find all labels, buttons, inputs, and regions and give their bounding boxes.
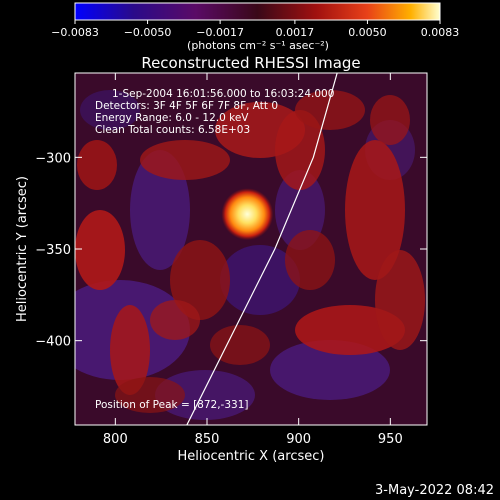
solar-limb-line — [186, 73, 338, 425]
footer-date: 3-May-2022 08:42 — [375, 483, 494, 498]
heatmap-region — [80, 90, 140, 130]
info-line: Clean Total counts: 6.58E+03 — [95, 124, 250, 136]
heatmap-region — [150, 300, 200, 340]
colorbar-tick-label: 0.0017 — [276, 26, 315, 39]
heatmap-region — [370, 95, 410, 145]
y-axis: −300 −350 −400 — [35, 151, 427, 350]
heatmap-region — [270, 340, 390, 400]
info-line: Detectors: 3F 4F 5F 6F 7F 8F, Att 0 — [95, 100, 278, 112]
x-tick-label: 800 — [103, 432, 128, 447]
colorbar: −0.0083 −0.0050 −0.0017 0.0017 0.0050 0.0083 … — [51, 2, 459, 52]
y-tick-label: −350 — [35, 243, 71, 258]
colorbar-ticks: −0.0083 −0.0050 −0.0017 0.0017 0.0050 0.0083 — [51, 20, 459, 39]
flare-peak-source — [221, 188, 274, 241]
heatmap-region — [210, 325, 270, 365]
heatmap-region — [130, 150, 190, 270]
heatmap-region — [140, 140, 230, 180]
heatmap-region — [115, 377, 185, 413]
heatmap-region — [275, 110, 325, 190]
plot-area — [75, 73, 427, 425]
heatmap-region — [275, 170, 325, 250]
y-tick-label: −300 — [35, 151, 71, 166]
info-line: Energy Range: 6.0 - 12.0 keV — [95, 112, 249, 124]
observation-info: 1-Sep-2004 16:01:56.000 to 16:03:24.000D… — [95, 88, 334, 136]
colorbar-tick-label: −0.0017 — [196, 26, 244, 39]
colorbar-units: (photons cm⁻² s⁻¹ asec⁻²) — [187, 39, 329, 52]
heatmap-region — [375, 250, 425, 350]
x-tick-label: 850 — [195, 432, 220, 447]
y-tick-label: −400 — [35, 335, 71, 350]
heatmap-region — [155, 370, 255, 420]
heatmap-region — [285, 230, 335, 290]
x-axis: 800 850 900 950 — [103, 73, 403, 447]
heatmap-region — [110, 305, 150, 395]
colorbar-tick-label: −0.0083 — [51, 26, 99, 39]
heatmap-image — [75, 90, 425, 420]
colorbar-tick-label: 0.0083 — [421, 26, 460, 39]
heatmap-region — [75, 210, 125, 290]
colorbar-gradient — [74, 2, 441, 21]
heatmap-region — [295, 90, 365, 130]
chart-title: Reconstructed RHESSI Image — [141, 54, 360, 72]
y-axis-label: Heliocentric Y (arcsec) — [15, 176, 30, 322]
heatmap-region — [170, 240, 230, 320]
x-tick-label: 950 — [378, 432, 403, 447]
heatmap-region — [77, 140, 117, 190]
colorbar-tick-label: 0.0050 — [348, 26, 387, 39]
heatmap-region — [345, 140, 405, 280]
colorbar-tick-label: −0.0050 — [124, 26, 172, 39]
x-tick-label: 900 — [286, 432, 311, 447]
peak-position-label: Position of Peak = [872,-331] — [95, 399, 249, 411]
info-line: 1-Sep-2004 16:01:56.000 to 16:03:24.000 — [112, 88, 334, 100]
x-axis-label: Heliocentric X (arcsec) — [178, 449, 325, 464]
